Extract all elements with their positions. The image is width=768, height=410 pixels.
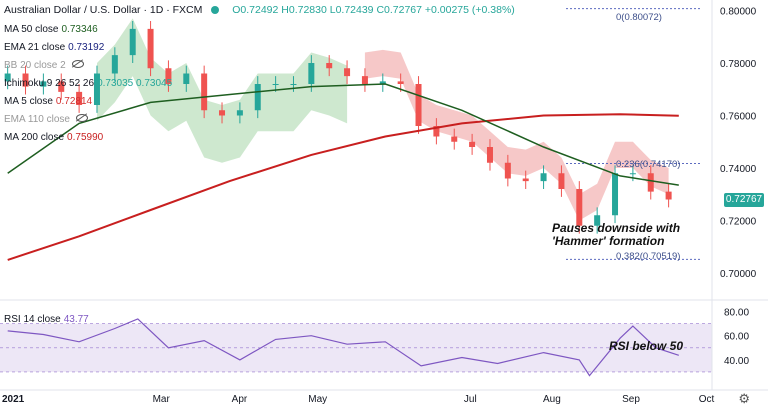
candle-24 bbox=[433, 126, 440, 137]
hammer-note-line1: Pauses downside with bbox=[552, 221, 681, 235]
candle-8 bbox=[147, 28, 154, 69]
candle-34 bbox=[612, 173, 619, 216]
rsi-tick-label: 80.00 bbox=[724, 308, 749, 319]
candle-21 bbox=[379, 81, 386, 84]
candle-13 bbox=[236, 110, 243, 116]
hidden-eye-icon[interactable] bbox=[75, 114, 88, 122]
x-tick-label: Mar bbox=[153, 394, 171, 405]
candle-27 bbox=[486, 147, 493, 163]
legend-ma50[interactable]: MA 50 close 0.73346 bbox=[4, 24, 98, 35]
candle-9 bbox=[165, 68, 172, 84]
price-pane bbox=[4, 8, 700, 261]
hammer-note-line2: 'Hammer' formation bbox=[552, 234, 665, 248]
legend-ma5[interactable]: MA 5 close 0.72814 bbox=[4, 96, 93, 107]
candle-26 bbox=[469, 141, 476, 147]
ma50-line bbox=[7, 83, 679, 186]
x-tick-label: Aug bbox=[543, 394, 561, 405]
chart-header: Australian Dollar / U.S. Dollar · 1D · F… bbox=[4, 4, 515, 16]
rsi-pane bbox=[0, 318, 712, 377]
candle-35 bbox=[629, 173, 636, 175]
ma200-line bbox=[7, 113, 679, 261]
candle-14 bbox=[254, 84, 261, 111]
candle-6 bbox=[111, 55, 118, 74]
ichimoku-cloud-bear bbox=[364, 49, 669, 221]
candle-17 bbox=[308, 63, 315, 84]
x-tick-label: May bbox=[308, 394, 327, 405]
candle-7 bbox=[129, 28, 136, 56]
candle-25 bbox=[451, 136, 458, 142]
fib-382-label: 0.382(0.70519) bbox=[616, 251, 681, 262]
candle-4 bbox=[76, 91, 83, 105]
rsi-note: RSI below 50 bbox=[609, 339, 684, 353]
ichimoku-cloud-bull bbox=[97, 18, 348, 163]
x-tick-label: 2021 bbox=[2, 394, 25, 405]
candle-31 bbox=[558, 173, 565, 189]
y-tick-label: 0.74000 bbox=[720, 164, 757, 175]
x-tick-label: Oct bbox=[699, 394, 715, 405]
candle-36 bbox=[647, 173, 654, 192]
last-price-tag: 0.72767 bbox=[724, 193, 764, 207]
y-tick-label: 0.78000 bbox=[720, 59, 757, 70]
candle-11 bbox=[201, 73, 208, 111]
candle-2 bbox=[40, 81, 47, 87]
candle-12 bbox=[219, 110, 226, 116]
legend-ichimoku[interactable]: Ichimoku 9 26 52 26 0.73035 0.73045 bbox=[4, 78, 173, 89]
candle-22 bbox=[397, 81, 404, 84]
candle-30 bbox=[540, 173, 547, 182]
legend-ma200[interactable]: MA 200 close 0.75990 bbox=[4, 132, 104, 143]
hidden-eye-icon[interactable] bbox=[71, 60, 84, 68]
legend-ema110[interactable]: EMA 110 close bbox=[4, 114, 88, 125]
y-tick-label: 0.72000 bbox=[720, 217, 757, 228]
y-tick-label: 0.80000 bbox=[720, 7, 757, 18]
rsi-tick-label: 40.00 bbox=[724, 356, 749, 367]
symbol-title: Australian Dollar / U.S. Dollar · 1D · F… bbox=[4, 4, 203, 16]
ohlc-readout: O0.72492 H0.72830 L0.72439 C0.72767 +0.0… bbox=[232, 4, 515, 16]
legend-ema21[interactable]: EMA 21 close 0.73192 bbox=[4, 42, 105, 53]
candle-3 bbox=[58, 81, 65, 92]
x-tick-label: Sep bbox=[622, 394, 640, 405]
y-tick-label: 0.70000 bbox=[720, 269, 757, 280]
legend-bb20[interactable]: BB 20 close 2 bbox=[4, 60, 84, 71]
gear-icon[interactable]: ⚙ bbox=[738, 391, 750, 406]
candle-5 bbox=[93, 73, 100, 105]
rsi-line bbox=[7, 318, 679, 377]
candle-18 bbox=[326, 63, 333, 69]
y-tick-label: 0.76000 bbox=[720, 112, 757, 123]
fib-236-label: 0.236(0.74170) bbox=[616, 159, 681, 170]
rsi-tick-label: 60.00 bbox=[724, 332, 749, 343]
candle-28 bbox=[504, 162, 511, 179]
fib-0-label: 0(0.80072) bbox=[616, 12, 662, 23]
candle-1 bbox=[22, 73, 29, 87]
candle-33 bbox=[594, 215, 601, 226]
candle-29 bbox=[522, 178, 529, 182]
candle-20 bbox=[361, 76, 368, 84]
candle-23 bbox=[415, 84, 422, 126]
market-status-icon bbox=[211, 6, 220, 14]
candle-15 bbox=[272, 84, 279, 85]
candle-19 bbox=[344, 68, 351, 77]
candle-10 bbox=[183, 73, 190, 84]
x-tick-label: Apr bbox=[232, 394, 248, 405]
candle-0 bbox=[4, 73, 11, 82]
rsi-legend[interactable]: RSI 14 close 43.77 bbox=[4, 314, 89, 325]
candle-16 bbox=[290, 84, 297, 85]
x-tick-label: Jul bbox=[464, 394, 477, 405]
candle-37 bbox=[665, 191, 672, 200]
candle-32 bbox=[576, 189, 583, 226]
